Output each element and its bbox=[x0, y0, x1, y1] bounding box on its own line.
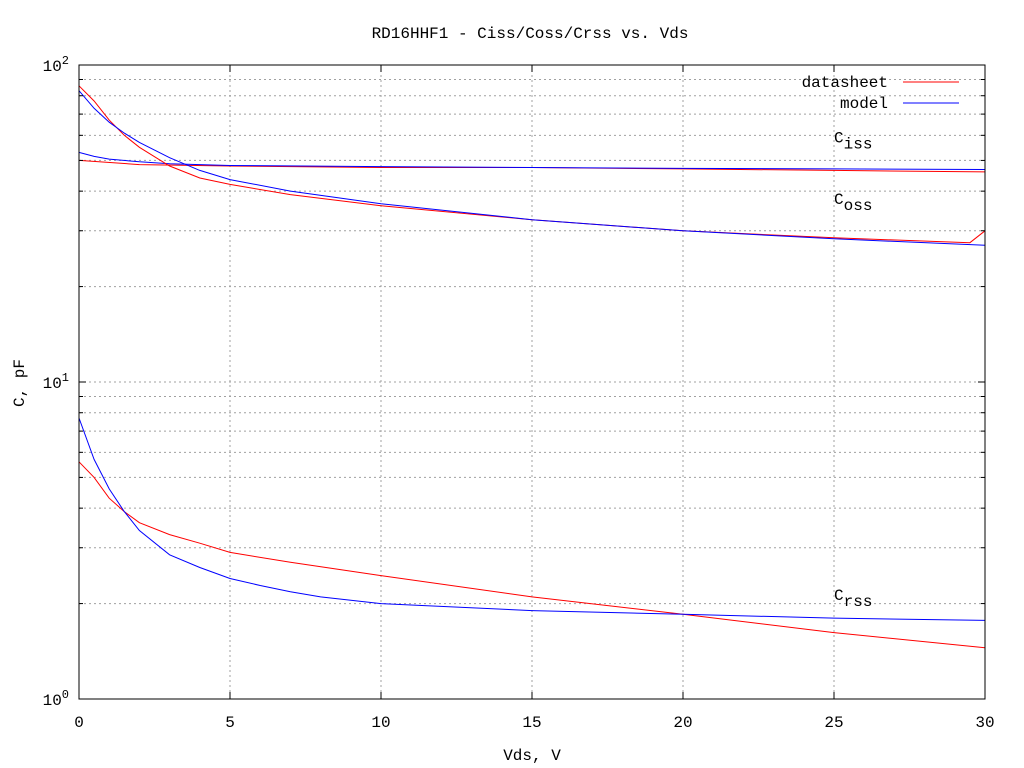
y-tick-label: 101 bbox=[43, 371, 69, 393]
series-line-datasheet-coss bbox=[78, 85, 986, 244]
y-axis-label: C, pF bbox=[11, 359, 29, 407]
annotation-ciss: Ciss bbox=[834, 129, 872, 153]
y-tick-label: 102 bbox=[43, 54, 69, 76]
x-tick-label: 30 bbox=[975, 714, 994, 732]
annotation-crss: Crss bbox=[834, 587, 872, 611]
x-tick-label: 25 bbox=[824, 714, 843, 732]
series-line-datasheet-crss bbox=[78, 461, 986, 649]
grid-layer bbox=[79, 65, 985, 699]
x-tick-label: 15 bbox=[522, 714, 541, 732]
legend: datasheet model bbox=[802, 74, 959, 113]
x-axis-label: Vds, V bbox=[503, 747, 561, 765]
x-tick-label: 0 bbox=[74, 714, 84, 732]
y-tick-label: 100 bbox=[43, 688, 69, 710]
series-line-model-ciss bbox=[78, 151, 986, 170]
series-layer bbox=[78, 85, 986, 649]
legend-label-datasheet: datasheet bbox=[802, 74, 888, 92]
legend-label-model: model bbox=[840, 95, 888, 113]
annotation-coss: Coss bbox=[834, 191, 872, 215]
x-tick-label: 10 bbox=[371, 714, 390, 732]
x-tick-label: 20 bbox=[673, 714, 692, 732]
series-line-model-crss bbox=[78, 417, 986, 621]
x-tick-label: 5 bbox=[225, 714, 235, 732]
chart-title: RD16HHF1 - Ciss/Coss/Crss vs. Vds bbox=[372, 25, 689, 43]
series-line-model-coss bbox=[78, 90, 986, 246]
tick-layer bbox=[78, 64, 986, 700]
label-layer: 0 5 10 15 20 25 30 100 101 102 Ciss Coss Crss bbox=[43, 54, 995, 732]
